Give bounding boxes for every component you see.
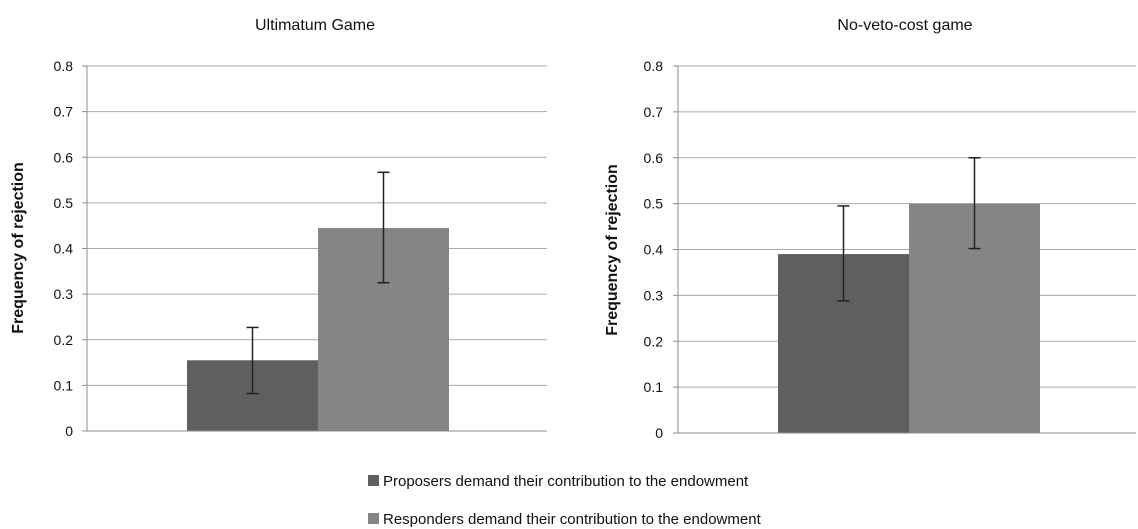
plot-area: 0 0.1 0.2 0.3 0.4 0.5 0.6 0.7 0.8 xyxy=(54,58,547,439)
legend-item-proposers: Proposers demand their contribution to t… xyxy=(368,473,749,490)
legend: Proposers demand their contribution to t… xyxy=(368,473,762,528)
y-tick-label: 0.1 xyxy=(644,379,664,395)
y-tick-label: 0.6 xyxy=(54,149,74,165)
y-tick-label: 0.7 xyxy=(644,104,664,120)
plot-area: 0 0.1 0.2 0.3 0.4 0.5 0.6 0.7 0.8 xyxy=(644,58,1136,441)
y-tick-label: 0.8 xyxy=(54,58,74,74)
y-tick-label: 0.3 xyxy=(644,287,664,303)
y-tick-label: 0.5 xyxy=(54,195,74,211)
chart-no-veto-cost-game: No-veto-cost game Frequency of rejection… xyxy=(604,17,1136,441)
legend-swatch-responders xyxy=(368,513,379,524)
chart-title: Ultimatum Game xyxy=(255,17,375,34)
y-tick-label: 0.4 xyxy=(644,242,664,258)
y-tick-label: 0 xyxy=(65,423,73,439)
legend-label-responders: Responders demand their contribution to … xyxy=(383,511,762,528)
y-axis-title: Frequency of rejection xyxy=(604,164,621,336)
y-tick-label: 0 xyxy=(655,425,663,441)
chart-ultimatum-game: Ultimatum Game Frequency of rejection 00… xyxy=(10,17,547,439)
y-tick-label: 0.3 xyxy=(54,286,74,302)
legend-item-responders: Responders demand their contribution to … xyxy=(368,511,762,528)
y-tick-label: 0.1 xyxy=(54,377,74,393)
y-tick-label: 0.6 xyxy=(644,150,664,166)
y-axis-title: Frequency of rejection xyxy=(10,162,27,334)
legend-label-proposers: Proposers demand their contribution to t… xyxy=(383,473,749,490)
y-tick-label: 0.2 xyxy=(644,333,664,349)
y-tick-label: 0.7 xyxy=(54,104,74,120)
y-tick-label: 0.5 xyxy=(644,196,664,212)
chart-title: No-veto-cost game xyxy=(837,17,972,34)
y-tick-label: 0.8 xyxy=(644,58,664,74)
y-tick-label: 0.4 xyxy=(54,241,74,257)
y-tick-label: 0.2 xyxy=(54,332,74,348)
legend-swatch-proposers xyxy=(368,475,379,486)
